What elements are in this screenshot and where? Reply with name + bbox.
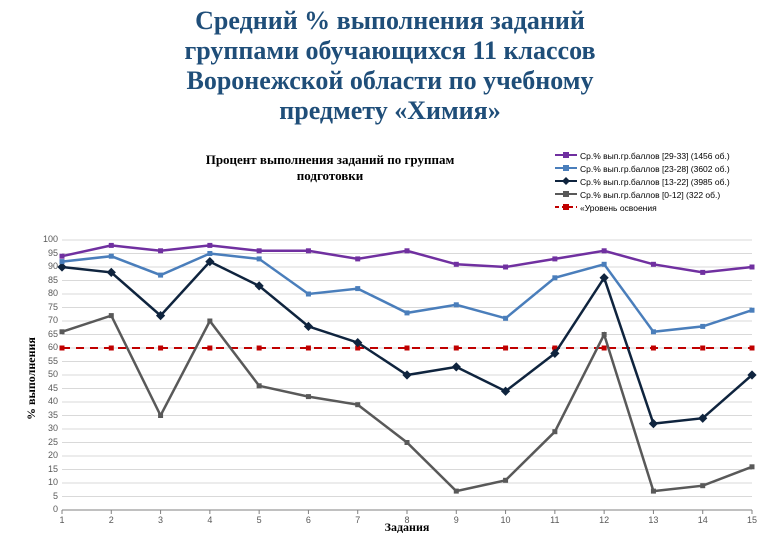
line-chart bbox=[0, 0, 780, 540]
